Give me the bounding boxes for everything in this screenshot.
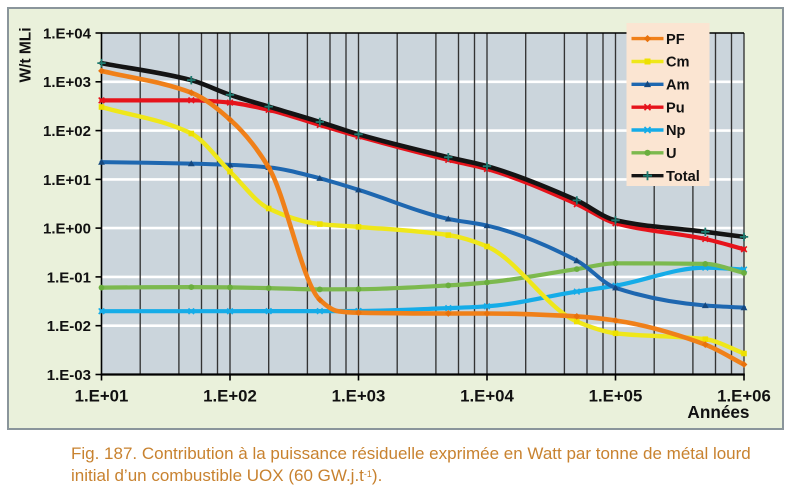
svg-text:W/t MLi: W/t MLi — [18, 27, 35, 82]
svg-text:Np: Np — [666, 123, 686, 139]
svg-text:1.E+04: 1.E+04 — [460, 386, 514, 405]
svg-text:1.E+00: 1.E+00 — [43, 221, 91, 238]
svg-text:1.E+02: 1.E+02 — [43, 123, 91, 140]
svg-text:1.E+05: 1.E+05 — [589, 386, 643, 405]
svg-text:Cm: Cm — [666, 55, 690, 71]
svg-text:1.E+02: 1.E+02 — [203, 386, 257, 405]
svg-text:Pu: Pu — [666, 100, 685, 116]
svg-text:1.E+01: 1.E+01 — [75, 386, 129, 405]
svg-text:1.E-02: 1.E-02 — [47, 318, 91, 335]
svg-text:Années: Années — [687, 402, 749, 422]
svg-text:PF: PF — [666, 32, 685, 48]
svg-text:1.E+04: 1.E+04 — [43, 25, 92, 42]
svg-text:1.E+06: 1.E+06 — [717, 386, 771, 405]
svg-text:1.E+01: 1.E+01 — [43, 172, 91, 189]
svg-text:Am: Am — [666, 78, 690, 94]
svg-text:1.E-01: 1.E-01 — [47, 269, 91, 286]
svg-text:1.E+03: 1.E+03 — [43, 74, 91, 91]
svg-text:Total: Total — [666, 169, 700, 185]
svg-text:1.E+03: 1.E+03 — [332, 386, 386, 405]
svg-text:1.E-03: 1.E-03 — [47, 367, 91, 384]
svg-text:U: U — [666, 146, 677, 162]
